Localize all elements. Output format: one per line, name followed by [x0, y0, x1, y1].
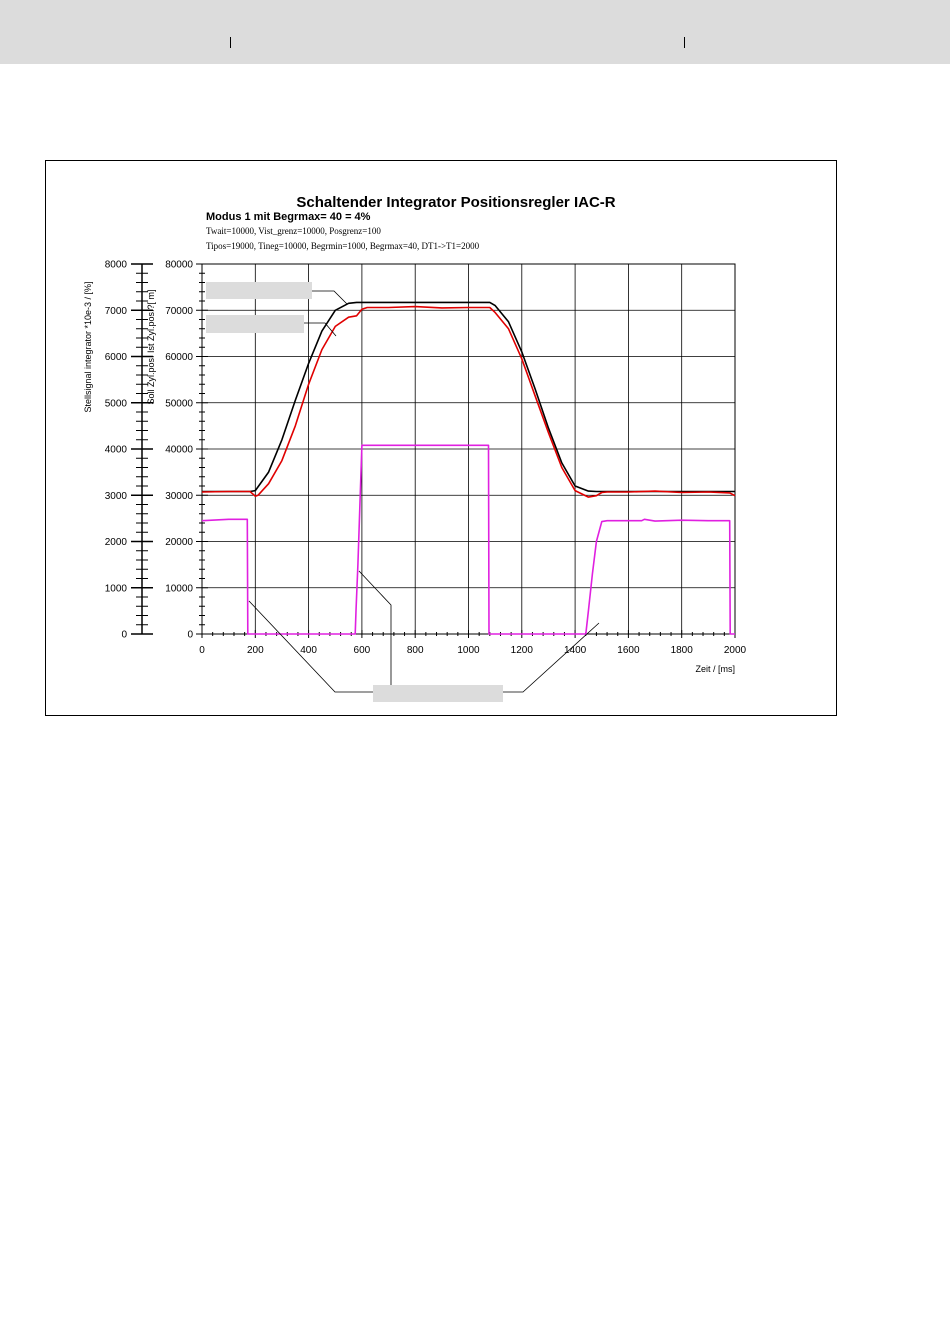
y-left-tick-label: 0 — [121, 630, 127, 641]
y-right-tick-label: 20000 — [165, 537, 193, 548]
y-right-tick-label: 10000 — [165, 583, 193, 594]
x-tick-label: 1400 — [564, 645, 587, 656]
y-right-tick-label: 60000 — [165, 352, 193, 363]
y-left-tick-label: 3000 — [105, 491, 128, 502]
callout-annotations — [206, 282, 600, 702]
callout-box-soll — [206, 282, 312, 299]
callout-box-integrator — [373, 685, 503, 702]
header-separator — [230, 37, 231, 48]
header-separator — [684, 37, 685, 48]
callout-leader-soll — [312, 290, 348, 305]
callout-leader-integrator-3 — [503, 622, 600, 693]
x-tick-label: 600 — [354, 645, 371, 656]
x-tick-label: 1600 — [617, 645, 640, 656]
callout-box-ist — [206, 315, 304, 333]
page-header — [0, 0, 950, 64]
y-left-tick-label: 2000 — [105, 537, 128, 548]
y-left-tick-label: 1000 — [105, 583, 128, 594]
y-left-tick-label: 6000 — [105, 352, 128, 363]
x-tick-label: 2000 — [724, 645, 747, 656]
y-left-tick-label: 4000 — [105, 445, 128, 456]
y-right-tick-label: 40000 — [165, 445, 193, 456]
chart-svg: Schaltender Integrator Positionsregler I… — [83, 194, 747, 702]
series-line-integrator — [201, 444, 735, 635]
y-right-tick-label: 0 — [187, 630, 193, 641]
x-tick-label: 1200 — [511, 645, 534, 656]
x-tick-label: 1000 — [457, 645, 480, 656]
chart-params-line2: Tipos=19000, Tineg=10000, Begrmin=1000, … — [206, 241, 480, 251]
chart-title: Schaltender Integrator Positionsregler I… — [296, 194, 615, 211]
y-axis-label-left: Stellsignal integrator *10e-3 / [%] — [83, 281, 93, 412]
y-left-tick-label: 5000 — [105, 398, 128, 409]
y-right-tick-label: 70000 — [165, 306, 193, 317]
series-line-soll — [202, 301, 735, 493]
y-right-tick-label: 50000 — [165, 398, 193, 409]
chart-subtitle: Modus 1 mit Begrmax= 40 = 4% — [206, 211, 371, 223]
x-tick-label: 400 — [300, 645, 317, 656]
y-right-tick-label: 30000 — [165, 491, 193, 502]
x-tick-label: 1800 — [671, 645, 694, 656]
x-tick-label: 0 — [199, 645, 205, 656]
y-right-tick-label: 80000 — [165, 260, 193, 271]
chart-params-line1: Twait=10000, Vist_grenz=10000, Posgrenz=… — [206, 226, 381, 236]
x-tick-label: 200 — [247, 645, 264, 656]
series-line-ist — [201, 305, 736, 498]
callout-leader-integrator-1 — [248, 600, 373, 693]
callout-leader-ist — [304, 322, 337, 337]
y-left-tick-label: 7000 — [105, 306, 128, 317]
y-axis-label-right: Soll Zyl.pos. Ist Zyl.pos.?[ m] — [146, 289, 156, 404]
callout-leader-integrator-2 — [358, 570, 392, 685]
y-left-tick-label: 8000 — [105, 260, 128, 271]
figure-frame: Schaltender Integrator Positionsregler I… — [45, 160, 837, 716]
x-axis-label: Zeit / [ms] — [695, 664, 735, 674]
x-tick-label: 800 — [407, 645, 424, 656]
